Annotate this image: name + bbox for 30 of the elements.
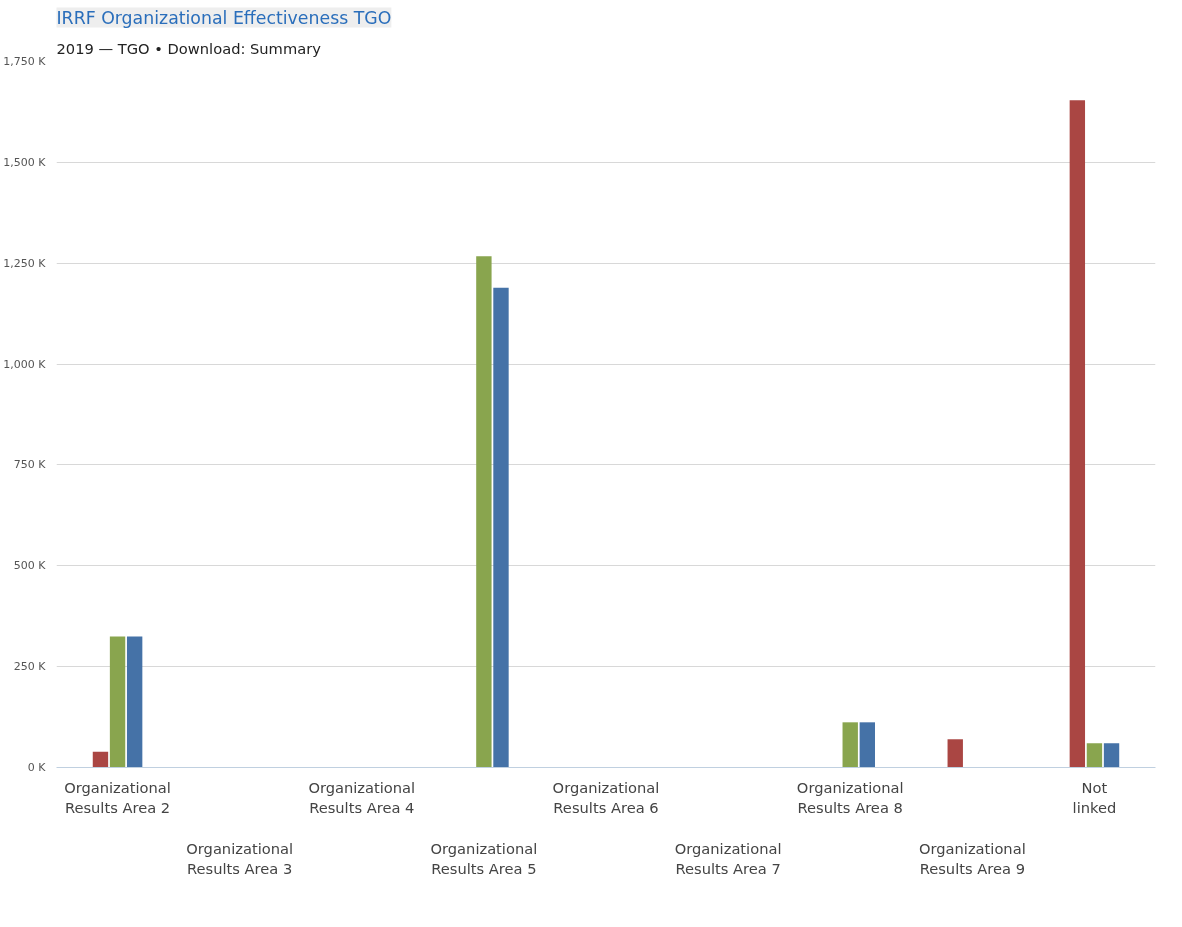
- chart-title: IRRF Organizational Effectiveness TGO: [56, 7, 392, 28]
- x-tick-label: Organizational Results Area 6: [552, 778, 660, 816]
- bar: [476, 256, 492, 768]
- bar: [126, 636, 143, 768]
- x-tick-label: Organizational Results Area 5: [430, 839, 538, 878]
- bar: [842, 722, 858, 768]
- x-tick-label: Organizational Results Area 8: [796, 778, 904, 816]
- bar: [947, 739, 963, 768]
- bar: [859, 722, 876, 768]
- y-tick-label: 0 K: [27, 761, 47, 774]
- y-tick-label: 250 K: [13, 660, 47, 674]
- y-tick-label: 1,000 K: [3, 357, 47, 371]
- chart-subtitle: 2019 — TGO • Download: Summary: [56, 39, 322, 57]
- y-tick-label: 1,500 K: [3, 155, 47, 169]
- x-tick-label: Organizational Results Area 9: [918, 839, 1026, 878]
- bar: [92, 751, 109, 768]
- y-tick-label: 1,250 K: [3, 256, 47, 270]
- bar: [109, 636, 126, 768]
- x-tick-label: Organizational Results Area 2: [64, 778, 171, 816]
- bar: [1103, 743, 1120, 768]
- y-tick-label: 1,750 K: [3, 55, 47, 68]
- bar: [1069, 100, 1086, 768]
- x-tick-label: Organizational Results Area 4: [308, 778, 416, 816]
- bar: [1086, 743, 1103, 768]
- x-tick-label: Organizational Results Area 7: [674, 839, 782, 878]
- x-tick-label: Organizational Results Area 3: [186, 839, 294, 878]
- y-tick-label: 500 K: [13, 559, 47, 573]
- y-tick-label: 750 K: [13, 458, 47, 472]
- x-tick-label: Not linked: [1072, 778, 1117, 816]
- bar: [493, 287, 509, 768]
